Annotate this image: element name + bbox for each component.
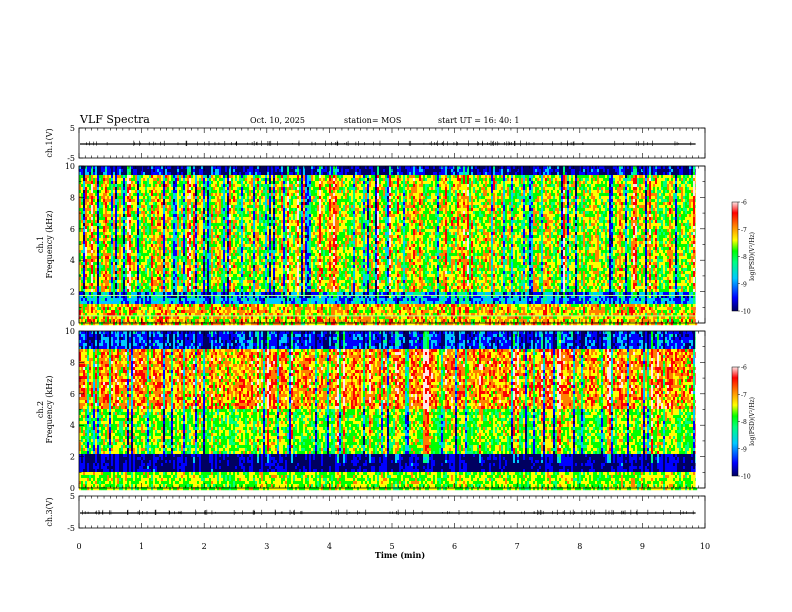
y-tick-label: 5 [70, 124, 75, 133]
spectrogram-image [79, 166, 697, 325]
x-tick-label: 7 [515, 542, 520, 551]
y-tick-label: 4 [70, 421, 75, 430]
y-tick-label: 10 [65, 327, 75, 336]
colorbar-scale [732, 367, 738, 476]
colorbar-tick-label: -8 [741, 419, 747, 426]
date-label: Oct. 10, 2025 [250, 116, 305, 125]
x-tick-label: 6 [452, 542, 457, 551]
y-tick-label: 5 [70, 492, 75, 501]
start-time-label: start UT = 16: 40: 1 [438, 116, 519, 125]
y-tick-label: 2 [70, 288, 75, 297]
colorbar-tick-label: -9 [741, 446, 747, 453]
y-tick-label: 8 [70, 193, 75, 202]
x-tick-label: 3 [264, 542, 269, 551]
x-tick-label: 8 [577, 542, 582, 551]
x-tick-label: 1 [139, 542, 144, 551]
y-tick-label: 6 [70, 390, 75, 399]
colorbar-label: log(PSD)(V²/Hz) [749, 232, 756, 281]
y-axis-label: Frequency (kHz) [45, 375, 54, 443]
spectrogram-image [79, 331, 697, 490]
ch1-colorbar: -6 -7 -8 -9 -10 log(PSD)(V²/Hz) [732, 200, 756, 316]
colorbar-tick-label: -6 [741, 365, 747, 372]
colorbar-tick-label: -6 [741, 200, 747, 207]
y-tick-label: 2 [70, 453, 75, 462]
colorbar-tick-label: -9 [741, 281, 747, 288]
colorbar-tick-label: -10 [741, 309, 751, 316]
ch1-waveform-panel: 5-5ch.1(V) [45, 124, 705, 163]
y-tick-label: 4 [70, 256, 75, 265]
x-tick-label: 9 [640, 542, 645, 551]
y-tick-label: -5 [67, 524, 75, 533]
ch3-waveform-panel: 5 -5 ch.3(V) [45, 492, 705, 533]
station-label: station= MOS [344, 116, 401, 125]
x-tick-label: 2 [202, 542, 207, 551]
y-tick-label: 8 [70, 358, 75, 367]
ch2-colorbar: -6 -7 -8 -9 -10 log(PSD)(V²/Hz) [732, 365, 756, 481]
y-axis-label: Frequency (kHz) [45, 210, 54, 278]
y-axis-label: ch.3(V) [45, 497, 54, 526]
colorbar-label: log(PSD)(V²/Hz) [749, 397, 756, 446]
figure-title: VLF Spectra [79, 113, 150, 126]
channel-label: ch.1 [36, 236, 45, 253]
x-tick-label: 10 [700, 542, 710, 551]
x-tick-label: 4 [327, 542, 332, 551]
x-axis-label: Time (min) [375, 550, 425, 560]
colorbar-tick-label: -7 [741, 392, 747, 399]
colorbar-tick-label: -7 [741, 227, 747, 234]
x-tick-label: 0 [76, 542, 81, 551]
channel-label: ch.2 [36, 401, 45, 418]
colorbar-tick-label: -10 [741, 474, 751, 481]
colorbar-scale [732, 202, 738, 311]
y-tick-label: 10 [65, 162, 75, 171]
colorbar-tick-label: -8 [741, 254, 747, 261]
y-tick-label: 6 [70, 225, 75, 234]
y-axis-label: ch.1(V) [45, 128, 54, 157]
